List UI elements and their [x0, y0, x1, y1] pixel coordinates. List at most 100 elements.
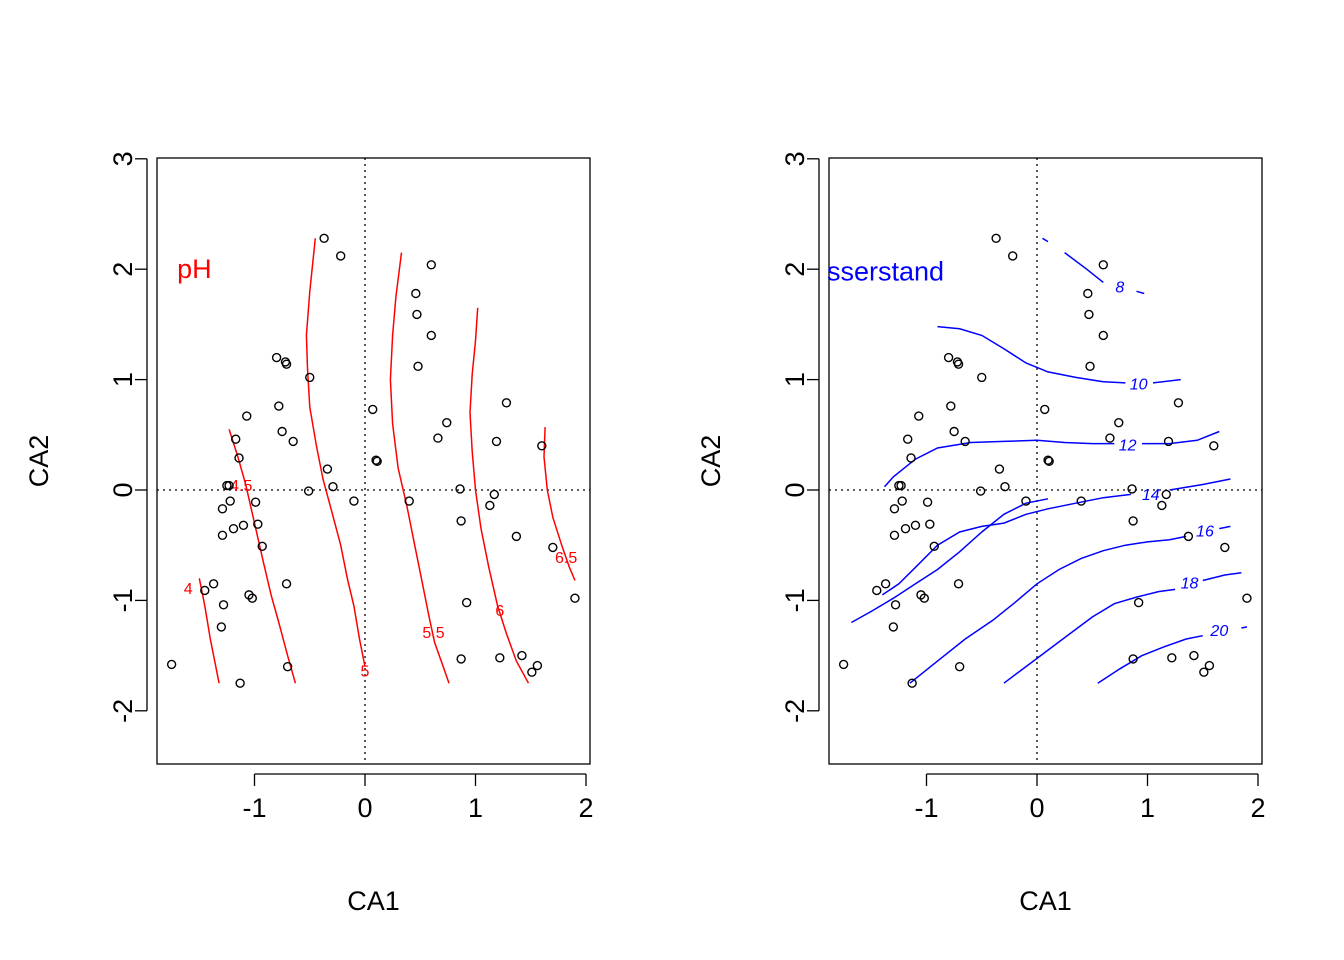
contour-line-16 [909, 535, 1187, 684]
data-point [1204, 660, 1215, 671]
data-point [461, 597, 472, 608]
data-point [838, 659, 849, 670]
contour-label-12: 12 [1119, 437, 1137, 454]
data-point [906, 453, 916, 463]
data-point [1173, 398, 1184, 408]
y-tick-label: 0 [780, 482, 810, 497]
data-point [225, 496, 235, 506]
y-tick-label: 3 [108, 151, 138, 166]
data-point [919, 593, 929, 603]
y-tick-label: 1 [108, 372, 138, 387]
data-point [426, 260, 436, 270]
contour-label-10: 10 [1130, 377, 1148, 394]
data-point [495, 653, 505, 663]
contour-label-14: 14 [1142, 487, 1160, 504]
data-point [404, 496, 414, 506]
contour-label-18: 18 [1181, 575, 1199, 592]
data-point [1133, 597, 1144, 608]
data-point [1007, 251, 1018, 261]
contour-line-16 [1219, 525, 1231, 530]
data-point [305, 372, 315, 383]
data-point [910, 520, 921, 531]
data-point [234, 453, 244, 463]
data-point [288, 436, 298, 447]
contour-line-5.5 [389, 252, 450, 684]
data-point [889, 504, 900, 514]
data-point [1098, 260, 1109, 270]
data-point [277, 426, 287, 437]
data-point [1161, 489, 1171, 500]
x-tick-label: 2 [1250, 793, 1265, 823]
variable-label: sserstand [827, 256, 944, 286]
data-point [485, 500, 495, 511]
data-point [1114, 417, 1124, 428]
plot-frame [828, 157, 1263, 765]
contour-line-14 [1169, 478, 1231, 491]
x-tick-label: 0 [357, 793, 372, 823]
data-point [412, 309, 422, 320]
data-point [1189, 650, 1199, 661]
data-point [1127, 484, 1137, 494]
data-point [274, 401, 284, 411]
data-point [517, 650, 527, 661]
plot-frame [156, 157, 591, 765]
data-point [242, 411, 252, 421]
data-point [537, 441, 547, 451]
data-point [1128, 516, 1138, 526]
data-point [929, 541, 939, 552]
data-point [890, 600, 901, 610]
data-point [231, 434, 241, 444]
data-point [1128, 654, 1138, 664]
data-point [975, 486, 986, 496]
data-point [949, 426, 959, 437]
x-axis-title: CA1 [1019, 886, 1072, 916]
data-point [247, 593, 257, 603]
data-point [511, 531, 522, 542]
data-point [953, 579, 964, 589]
y-tick-label: 0 [108, 482, 138, 497]
contour-line-12 [1142, 430, 1220, 445]
data-point [442, 417, 452, 428]
contour-line-10 [937, 325, 1126, 384]
data-point [371, 455, 381, 465]
data-point [455, 484, 465, 494]
contour-line-16 [851, 498, 1049, 624]
data-point [1242, 593, 1252, 603]
data-point [1167, 653, 1177, 663]
data-point [328, 481, 338, 492]
data-point [960, 436, 970, 447]
data-point [413, 361, 423, 372]
data-point [217, 504, 228, 514]
data-point [907, 678, 917, 688]
data-point [991, 233, 1001, 243]
x-tick-label: -1 [914, 793, 938, 823]
y-tick-label: 3 [780, 151, 810, 166]
data-point [216, 622, 227, 632]
data-point [238, 520, 249, 531]
data-point [896, 480, 906, 491]
data-point [1084, 309, 1094, 320]
contour-label-5.5: 5.5 [422, 625, 444, 642]
data-point [880, 579, 891, 589]
data-point [217, 530, 228, 540]
contour-label-6: 6 [495, 603, 504, 620]
data-point [897, 496, 907, 506]
data-point [257, 541, 267, 552]
data-point [228, 523, 239, 534]
y-axis-title: CA2 [24, 435, 54, 488]
data-point [1199, 667, 1209, 677]
x-tick-label: -1 [242, 793, 266, 823]
contour-label-6.5: 6.5 [555, 550, 577, 567]
data-point [200, 585, 210, 596]
data-point [250, 497, 261, 507]
data-point [903, 434, 913, 444]
data-point [1105, 433, 1115, 443]
data-point [1000, 481, 1010, 492]
data-point [922, 497, 933, 507]
contour-line-20 [1097, 634, 1203, 684]
data-point [319, 233, 329, 243]
data-point [1044, 456, 1054, 466]
data-point [1076, 496, 1086, 506]
contour-line-6.5 [543, 427, 576, 581]
contour-line-8 [1042, 237, 1049, 243]
